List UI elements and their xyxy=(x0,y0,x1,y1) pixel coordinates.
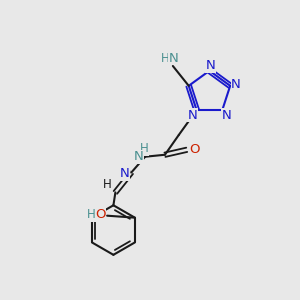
Text: H: H xyxy=(140,142,148,155)
Text: N: N xyxy=(169,52,179,64)
Text: H: H xyxy=(160,52,169,64)
Text: N: N xyxy=(221,109,231,122)
Text: N: N xyxy=(119,167,129,180)
Text: N: N xyxy=(133,150,143,163)
Text: O: O xyxy=(189,143,200,156)
Text: H: H xyxy=(103,178,112,191)
Text: H: H xyxy=(87,208,96,221)
Text: N: N xyxy=(188,109,197,122)
Text: O: O xyxy=(95,208,105,221)
Text: N: N xyxy=(206,59,215,72)
Text: N: N xyxy=(231,78,241,91)
